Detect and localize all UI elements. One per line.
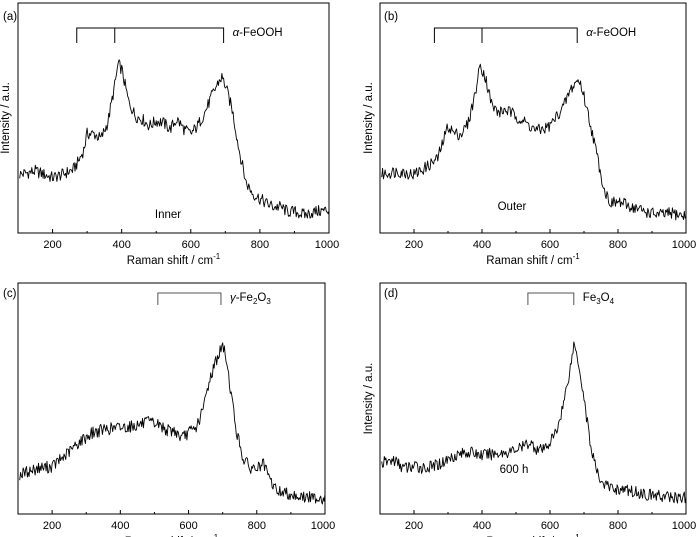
- x-axis-label: Raman shift / cm-1: [127, 252, 221, 267]
- spectrum-line-4: [381, 341, 687, 504]
- peak-marker-bar: [157, 292, 222, 305]
- x-tick-label: 600: [182, 239, 200, 251]
- plot-frame-1: [17, 2, 330, 234]
- spectrum-line-3: [19, 342, 326, 505]
- plot-frame-2: [379, 2, 687, 234]
- x-tick-label: 400: [473, 520, 491, 532]
- panel-label: (b): [384, 11, 398, 23]
- x-tick-label: 200: [405, 520, 423, 532]
- x-tick-label: 200: [405, 239, 423, 251]
- y-axis-label: Intensity / a.u.: [363, 82, 375, 154]
- x-tick-label: 1000: [672, 239, 696, 251]
- phase-label: γ-Fe2O3: [230, 292, 271, 306]
- panel-label: (c): [3, 288, 17, 300]
- x-tick-label: 800: [609, 239, 627, 251]
- x-tick-label: 600: [541, 239, 559, 251]
- plot-frame-4: [379, 282, 687, 515]
- x-axis-label: Raman shift / cm-1: [486, 252, 580, 267]
- spectrum-line-1: [19, 59, 330, 219]
- phase-label: α-FeOOH: [586, 27, 636, 39]
- plot-frame-3: [17, 282, 326, 515]
- phase-label: Fe3O4: [583, 292, 615, 306]
- x-axis-label: Raman shift / cm-1: [486, 533, 580, 537]
- x-tick-label: 800: [251, 239, 269, 251]
- peak-marker-bar: [527, 292, 575, 305]
- sample-annotation: 600 h: [500, 464, 529, 476]
- peak-marker-bar: [433, 27, 578, 43]
- sample-annotation: Outer: [498, 201, 527, 213]
- y-axis-label: Intensity / a.u.: [0, 82, 12, 154]
- y-axis-label: Intensity / a.u.: [363, 363, 375, 435]
- x-tick-label: 600: [541, 520, 559, 532]
- x-tick-label: 800: [609, 520, 627, 532]
- phase-label: α-FeOOH: [233, 27, 283, 39]
- x-axis-label: Raman shift / cm-1: [125, 533, 219, 537]
- sample-annotation: Inner: [155, 209, 181, 221]
- spectrum-line-2: [381, 63, 687, 221]
- x-tick-label: 1000: [672, 520, 696, 532]
- x-tick-label: 200: [43, 239, 61, 251]
- x-tick-label: 400: [473, 239, 491, 251]
- x-tick-label: 800: [248, 520, 266, 532]
- x-tick-label: 1000: [315, 239, 339, 251]
- x-tick-label: 400: [111, 520, 129, 532]
- panel-label: (a): [3, 11, 17, 23]
- x-tick-label: 600: [179, 520, 197, 532]
- peak-marker-bar: [76, 27, 225, 43]
- x-tick-label: 1000: [311, 520, 335, 532]
- x-tick-label: 200: [43, 520, 61, 532]
- panel-label: (d): [384, 288, 398, 300]
- x-tick-label: 400: [112, 239, 130, 251]
